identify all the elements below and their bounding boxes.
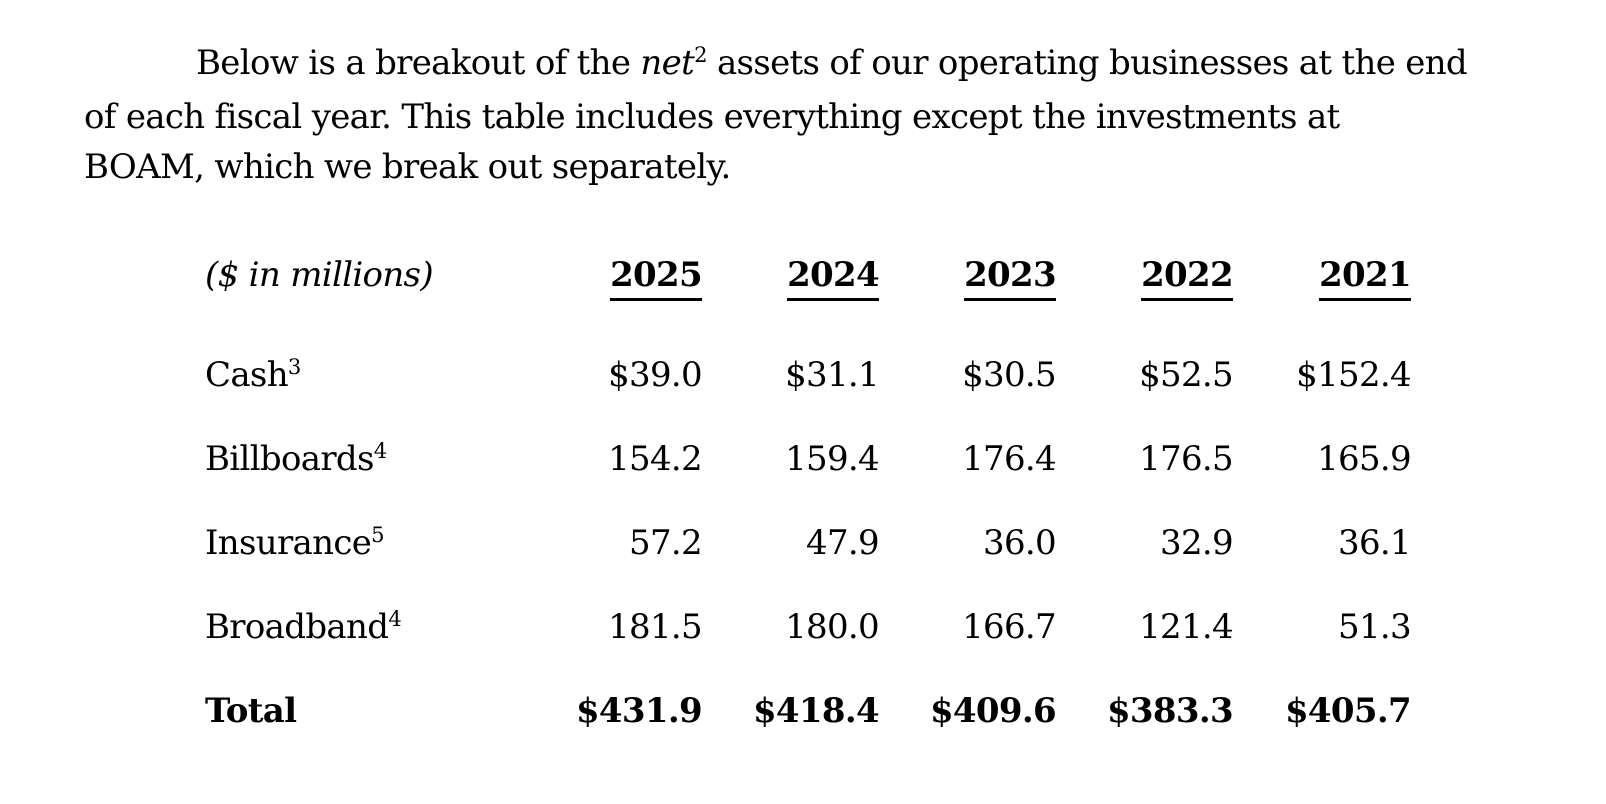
table-row-insurance: Insurance5 57.2 47.9 36.0 32.9 36.1 bbox=[205, 522, 1606, 568]
year-label: 2025 bbox=[610, 254, 703, 301]
cell-cash-2021: $152.4 bbox=[1296, 355, 1412, 395]
year-header-2025: 2025 bbox=[525, 254, 703, 301]
unit-label: ($ in millions) bbox=[205, 255, 434, 295]
cell-broadband-2025: 181.5 bbox=[608, 607, 703, 647]
row-label-text: Cash bbox=[205, 355, 289, 395]
footnote-ref-2: 2 bbox=[694, 42, 707, 68]
paragraph-line-3: BOAM, which we break out separately. bbox=[84, 147, 731, 187]
cell-insurance-2023: 36.0 bbox=[983, 523, 1057, 563]
table-row-total: Total $431.9 $418.4 $409.6 $383.3 $405.7 bbox=[205, 690, 1606, 732]
cell-cash-2022: $52.5 bbox=[1139, 355, 1234, 395]
table-row-broadband: Broadband4 181.5 180.0 166.7 121.4 51.3 bbox=[205, 606, 1606, 652]
table-header-row: ($ in millions) 2025 2024 2023 2022 2021 bbox=[205, 254, 1606, 301]
cell-billboards-2025: 154.2 bbox=[608, 439, 703, 479]
row-label-total: Total bbox=[205, 690, 525, 732]
cell-billboards-2021: 165.9 bbox=[1317, 439, 1412, 479]
row-label-insurance: Insurance5 bbox=[205, 522, 525, 568]
footnote-ref-5: 5 bbox=[371, 522, 384, 548]
footnote-ref-4: 4 bbox=[388, 606, 402, 632]
year-label: 2021 bbox=[1319, 254, 1412, 301]
year-header-2021: 2021 bbox=[1233, 254, 1412, 301]
cell-total-2024: $418.4 bbox=[752, 691, 880, 731]
year-header-2024: 2024 bbox=[702, 254, 880, 301]
table-row-billboards: Billboards4 154.2 159.4 176.4 176.5 165.… bbox=[205, 438, 1606, 484]
paragraph-line-2: of each fiscal year. This table includes… bbox=[84, 97, 1340, 137]
row-label-billboards: Billboards4 bbox=[205, 438, 525, 484]
cell-insurance-2021: 36.1 bbox=[1338, 523, 1412, 563]
year-header-2023: 2023 bbox=[879, 254, 1057, 301]
cell-insurance-2024: 47.9 bbox=[806, 523, 880, 563]
footnote-ref-3: 3 bbox=[287, 354, 301, 380]
cell-cash-2025: $39.0 bbox=[608, 355, 703, 395]
row-label-text: Insurance bbox=[205, 523, 372, 563]
cell-total-2022: $383.3 bbox=[1106, 691, 1234, 731]
year-label: 2024 bbox=[787, 254, 880, 301]
cell-total-2023: $409.6 bbox=[929, 691, 1057, 731]
cell-broadband-2024: 180.0 bbox=[785, 607, 880, 647]
paragraph-text: assets of our operating businesses at th… bbox=[706, 43, 1468, 83]
cell-billboards-2022: 176.5 bbox=[1139, 439, 1234, 479]
year-header-2022: 2022 bbox=[1056, 254, 1234, 301]
footnote-ref-4: 4 bbox=[373, 438, 387, 464]
cell-broadband-2021: 51.3 bbox=[1338, 607, 1412, 647]
row-label-text: Broadband bbox=[205, 607, 389, 647]
net-assets-table: ($ in millions) 2025 2024 2023 2022 2021… bbox=[205, 254, 1606, 732]
document-page: Below is a breakout of the net2 assets o… bbox=[0, 38, 1606, 804]
cell-total-2021: $405.7 bbox=[1284, 691, 1412, 731]
row-label-text: Total bbox=[205, 691, 297, 731]
cell-total-2025: $431.9 bbox=[575, 691, 703, 731]
cell-broadband-2023: 166.7 bbox=[962, 607, 1057, 647]
italic-word-net: net bbox=[640, 43, 695, 83]
paragraph-line-1: Below is a breakout of the net2 assets o… bbox=[84, 38, 1546, 92]
row-label-broadband: Broadband4 bbox=[205, 606, 525, 652]
cell-insurance-2025: 57.2 bbox=[629, 523, 703, 563]
year-label: 2023 bbox=[964, 254, 1057, 301]
cell-billboards-2023: 176.4 bbox=[962, 439, 1057, 479]
year-label: 2022 bbox=[1141, 254, 1234, 301]
cell-insurance-2022: 32.9 bbox=[1160, 523, 1234, 563]
row-label-text: Billboards bbox=[205, 439, 374, 479]
intro-paragraph: Below is a breakout of the net2 assets o… bbox=[84, 38, 1546, 192]
cell-cash-2023: $30.5 bbox=[962, 355, 1057, 395]
row-label-cash: Cash3 bbox=[205, 354, 525, 400]
cell-broadband-2022: 121.4 bbox=[1139, 607, 1234, 647]
table-row-cash: Cash3 $39.0 $31.1 $30.5 $52.5 $152.4 bbox=[205, 354, 1606, 400]
cell-billboards-2024: 159.4 bbox=[785, 439, 880, 479]
cell-cash-2024: $31.1 bbox=[785, 355, 880, 395]
paragraph-text: Below is a breakout of the bbox=[196, 43, 641, 83]
